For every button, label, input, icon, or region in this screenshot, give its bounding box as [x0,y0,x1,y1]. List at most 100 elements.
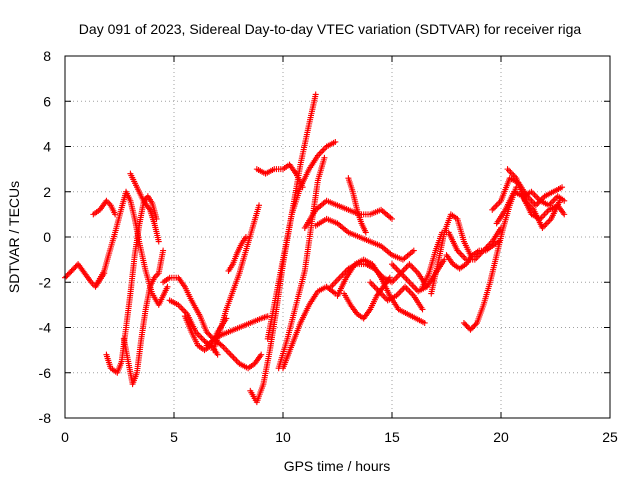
data-point [332,279,339,286]
gridlines [65,56,610,418]
data-point [256,202,263,209]
series-track-20 [327,261,430,290]
data-point [394,273,401,280]
data-point [197,333,204,340]
series-track-33 [519,188,568,209]
data-point [407,280,414,287]
series-track-11 [210,202,263,354]
data-point [227,351,234,358]
data-point [457,250,464,257]
x-tick-label: 10 [275,429,291,445]
data-point [407,289,414,296]
data-point [404,277,411,284]
data-point [71,265,78,272]
data-point [67,269,74,276]
y-tick-label: -2 [39,274,52,290]
data-point [330,280,337,287]
x-tick-label: 15 [384,429,400,445]
data-point [223,347,230,354]
y-tick-label: 8 [43,48,51,64]
data-point [65,270,72,277]
data-point [164,283,171,290]
data-point [493,202,500,209]
data-point [362,229,369,236]
data-point [394,267,401,274]
data-point [321,154,328,161]
data-point [468,325,475,332]
data-point [458,252,465,259]
data-point [258,351,265,358]
data-point [386,274,393,281]
data-point [400,273,407,280]
data-point [397,288,404,295]
series-track-18 [301,197,395,231]
data-point [368,280,375,287]
data-point [463,322,470,329]
data-point [403,264,410,271]
data-point [399,271,406,278]
data-point [206,331,213,338]
data-point [403,285,410,292]
data-point [195,332,202,339]
data-point [373,285,380,292]
data-point [409,264,416,271]
data-point [545,218,552,225]
data-point [403,276,410,283]
data-point [153,215,160,222]
series-track-3 [94,188,171,308]
data-point [492,203,499,210]
series-track-5 [120,247,167,388]
data-point [406,288,413,295]
data-point [155,238,162,245]
series-track-26 [419,224,504,290]
data-point [467,326,474,333]
data-point [396,268,403,275]
series-track-22 [341,274,393,322]
data-point [390,277,397,284]
data-point [559,184,566,191]
data-point [230,354,237,361]
series-track-23 [345,175,369,236]
data-point [226,350,233,357]
data-point [504,166,511,173]
data-point [312,91,319,98]
y-tick-label: 2 [43,184,51,200]
data-point [396,289,403,296]
y-tick-label: -4 [39,320,52,336]
data-point [472,321,479,328]
axis-ticks: 0 5 10 15 20 25 -8 -6 -4 -2 0 2 4 6 8 [39,48,618,445]
data-point [68,267,75,274]
data-point [63,273,70,280]
x-tick-label: 20 [493,429,509,445]
data-point [339,271,346,278]
data-point [543,209,550,216]
x-tick-label: 0 [61,429,69,445]
y-tick-label: -8 [39,410,52,426]
x-axis-label: GPS time / hours [284,458,391,474]
data-point [333,277,340,284]
data-point [561,211,568,218]
data-point [460,319,467,326]
data-point [542,221,549,228]
series-track-10 [203,313,271,349]
data-point [389,261,395,268]
data-point [64,272,71,279]
data-point [412,267,419,274]
data-point [462,321,469,328]
series-track-12 [225,234,249,274]
data-point [561,197,568,204]
data-point [470,324,477,331]
data-point [389,215,395,222]
data-point [332,138,339,145]
data-point [221,345,228,352]
data-point [406,279,413,286]
data-point [232,356,239,363]
data-point [179,306,186,313]
data-point [407,262,414,269]
y-tick-label: 0 [43,229,51,245]
data-points [62,91,568,406]
y-tick-label: -6 [39,365,52,381]
series-track-6 [127,170,162,245]
data-point [178,304,185,311]
